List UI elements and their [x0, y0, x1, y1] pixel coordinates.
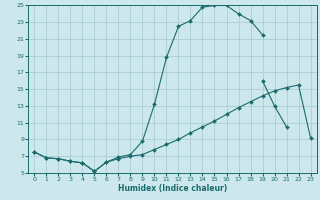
- X-axis label: Humidex (Indice chaleur): Humidex (Indice chaleur): [118, 184, 227, 193]
